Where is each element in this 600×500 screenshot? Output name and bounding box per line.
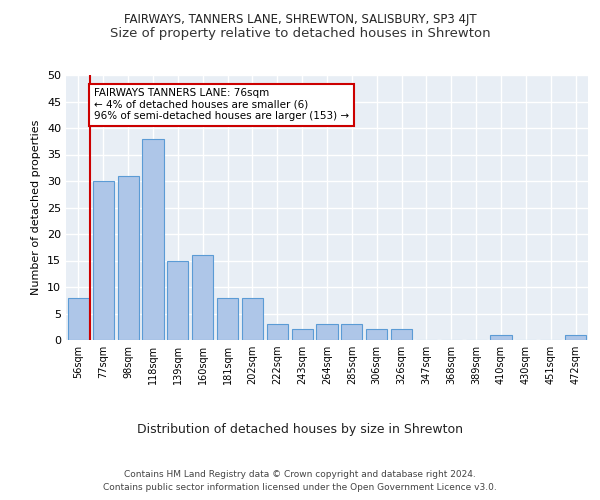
Bar	[341, 324, 362, 340]
Bar	[565, 334, 586, 340]
Bar	[167, 260, 188, 340]
Bar	[118, 176, 139, 340]
Bar	[217, 298, 238, 340]
Bar	[192, 255, 213, 340]
Y-axis label: Number of detached properties: Number of detached properties	[31, 120, 41, 295]
Bar	[93, 181, 114, 340]
Text: FAIRWAYS, TANNERS LANE, SHREWTON, SALISBURY, SP3 4JT: FAIRWAYS, TANNERS LANE, SHREWTON, SALISB…	[124, 12, 476, 26]
Text: Size of property relative to detached houses in Shrewton: Size of property relative to detached ho…	[110, 28, 490, 40]
Text: Distribution of detached houses by size in Shrewton: Distribution of detached houses by size …	[137, 422, 463, 436]
Bar	[267, 324, 288, 340]
Bar	[490, 334, 512, 340]
Bar	[68, 298, 89, 340]
Bar	[142, 138, 164, 340]
Bar	[316, 324, 338, 340]
Bar	[391, 330, 412, 340]
Bar	[242, 298, 263, 340]
Bar	[366, 330, 387, 340]
Bar	[292, 330, 313, 340]
Text: Contains HM Land Registry data © Crown copyright and database right 2024.
Contai: Contains HM Land Registry data © Crown c…	[103, 470, 497, 492]
Text: FAIRWAYS TANNERS LANE: 76sqm
← 4% of detached houses are smaller (6)
96% of semi: FAIRWAYS TANNERS LANE: 76sqm ← 4% of det…	[94, 88, 349, 122]
